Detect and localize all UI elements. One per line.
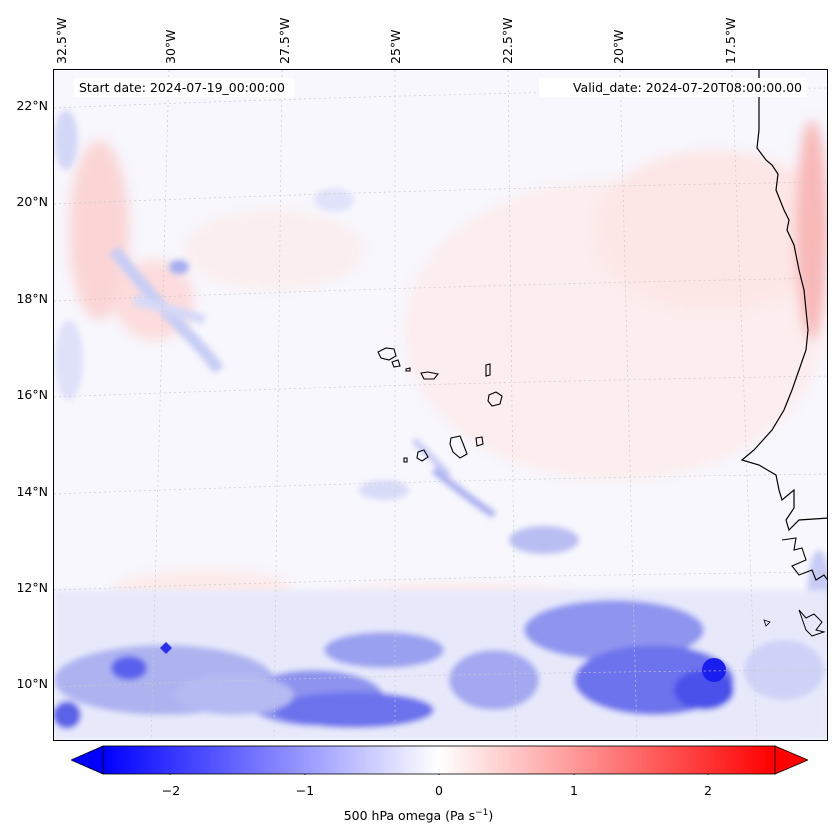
colorbar-label: 500 hPa omega (Pa s−1) xyxy=(0,808,837,823)
lon-label: 25°W xyxy=(388,29,403,64)
lon-label: 27.5°W xyxy=(277,17,292,64)
colorbar-ticks xyxy=(169,774,709,775)
strong-ascent-cell xyxy=(160,642,172,654)
colorbar-tick-label: 1 xyxy=(570,783,578,798)
lat-label: 18°N xyxy=(16,291,48,306)
lon-label: 30°W xyxy=(163,29,178,64)
itcz-band xyxy=(54,590,827,740)
island-outline xyxy=(763,619,771,627)
start-date-label: Start date: 2024-07-19_00:00:00 xyxy=(79,78,285,97)
colorbar-tick-label: −1 xyxy=(295,783,315,798)
cape-verde-islands xyxy=(377,347,503,463)
colorbar-tick-label: −2 xyxy=(161,783,181,798)
colorbar-min-extend xyxy=(71,745,104,775)
lat-label: 16°N xyxy=(16,387,48,402)
colorbar-max-extend xyxy=(774,745,808,775)
west-africa-coastline xyxy=(798,609,826,637)
lon-label: 32.5°W xyxy=(54,17,69,64)
lat-label: 22°N xyxy=(16,98,48,113)
valid-date-label: Valid_date: 2024-07-20T08:00:00.00 xyxy=(572,78,802,97)
colorbar-label-close: ) xyxy=(488,808,494,824)
lon-label: 20°W xyxy=(611,29,626,64)
colorbar xyxy=(71,745,808,775)
lon-label: 22.5°W xyxy=(500,17,515,64)
west-africa-coastline xyxy=(781,537,827,581)
colorbar-label-text: 500 hPa omega (Pa s xyxy=(343,808,476,824)
colorbar-tick-label: 2 xyxy=(704,783,712,798)
west-africa-coastline xyxy=(740,70,827,532)
lon-label: 17.5°W xyxy=(723,17,738,64)
lat-label: 20°N xyxy=(16,194,48,209)
colorbar-tick-label: 0 xyxy=(435,783,443,798)
strong-ascent-cell xyxy=(702,658,726,682)
lat-label: 10°N xyxy=(16,676,48,691)
lat-label: 12°N xyxy=(16,580,48,595)
lat-label: 14°N xyxy=(16,484,48,499)
colorbar-gradient xyxy=(102,745,776,775)
graticule xyxy=(54,70,827,740)
colorbar-label-exponent: −1 xyxy=(475,808,489,818)
map-panel: Start date: 2024-07-19_00:00:00 Valid_da… xyxy=(53,69,828,741)
omega-field-map xyxy=(54,70,827,740)
